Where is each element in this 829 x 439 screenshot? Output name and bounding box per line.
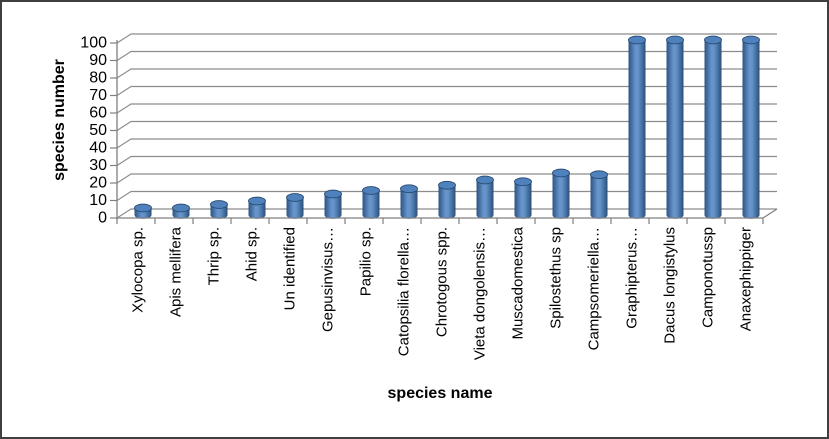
bar-catopsilia-florella- [400, 184, 418, 219]
x-axis-title: species name [388, 385, 493, 402]
bar-thrip-sp- [210, 200, 228, 219]
y-tick-label-70: 70 [89, 87, 107, 104]
gridline-60 [116, 103, 777, 114]
bar-vieta-dongolensis- [476, 175, 494, 219]
x-category-label: Catopsilia florella… [396, 227, 413, 356]
y-tick-label-80: 80 [89, 70, 107, 87]
bar-muscadomestica [514, 177, 532, 219]
x-category-label: Ahid sp. [244, 227, 261, 281]
bar-papilio-sp- [362, 186, 380, 219]
y-axis-title: species number [51, 59, 68, 181]
x-category-label: Thrip sp. [206, 227, 223, 285]
bar-ahid-sp- [248, 196, 266, 219]
x-category-label: Anaxephippiger [738, 227, 755, 331]
gridline-100 [116, 33, 777, 44]
x-category-label: Graphipterus… [624, 227, 641, 329]
y-tick-label-100: 100 [80, 35, 107, 52]
x-category-label: Vieta dongolensis… [472, 227, 489, 360]
gridline-90 [116, 50, 777, 62]
x-category-label: Camponotussp [700, 227, 717, 328]
x-category-label: Spilostethus sp [548, 227, 565, 329]
bar-un-identified [286, 193, 304, 219]
bar-chrotogous-spp- [438, 180, 456, 219]
x-category-label: Xylocopa sp. [130, 227, 147, 313]
bar-camponotussp [704, 35, 722, 219]
gridline-40 [116, 138, 777, 149]
x-category-label: Muscadomestica [510, 226, 527, 339]
bar-graphipterus- [628, 35, 646, 219]
bar-campsomeriella- [590, 170, 608, 219]
bar-spilostethus-sp [552, 168, 570, 219]
y-tick-label-30: 30 [89, 157, 107, 174]
bar-apis-mellifera [172, 203, 190, 219]
bar-xylocopa-sp- [134, 203, 152, 219]
gridline-50 [116, 120, 777, 132]
x-category-label: Un identified [282, 227, 299, 310]
x-category-label: Apis mellifera [168, 226, 185, 317]
x-category-label: Campsomeriella… [586, 227, 603, 350]
gridline-80 [116, 68, 777, 79]
gridline-70 [116, 85, 777, 97]
y-tick-label-90: 90 [89, 52, 107, 69]
y-tick-label-20: 20 [89, 175, 107, 192]
gridline-30 [116, 155, 777, 167]
x-category-label: Papilio sp. [358, 227, 375, 296]
x-category-label: Dacus longistylus [662, 227, 679, 344]
bar-anaxephippiger [742, 35, 760, 219]
y-tick-label-10: 10 [89, 192, 107, 209]
y-tick-label-50: 50 [89, 122, 107, 139]
bar-dacus-longistylus [666, 35, 684, 219]
x-category-label: Chrotogous spp. [434, 227, 451, 337]
y-tick-label-40: 40 [89, 140, 107, 157]
x-category-label: Gepusinvisus… [320, 227, 337, 332]
y-tick-label-0: 0 [98, 210, 107, 227]
bar-gepusinvisus- [324, 189, 342, 219]
y-tick-label-60: 60 [89, 105, 107, 122]
